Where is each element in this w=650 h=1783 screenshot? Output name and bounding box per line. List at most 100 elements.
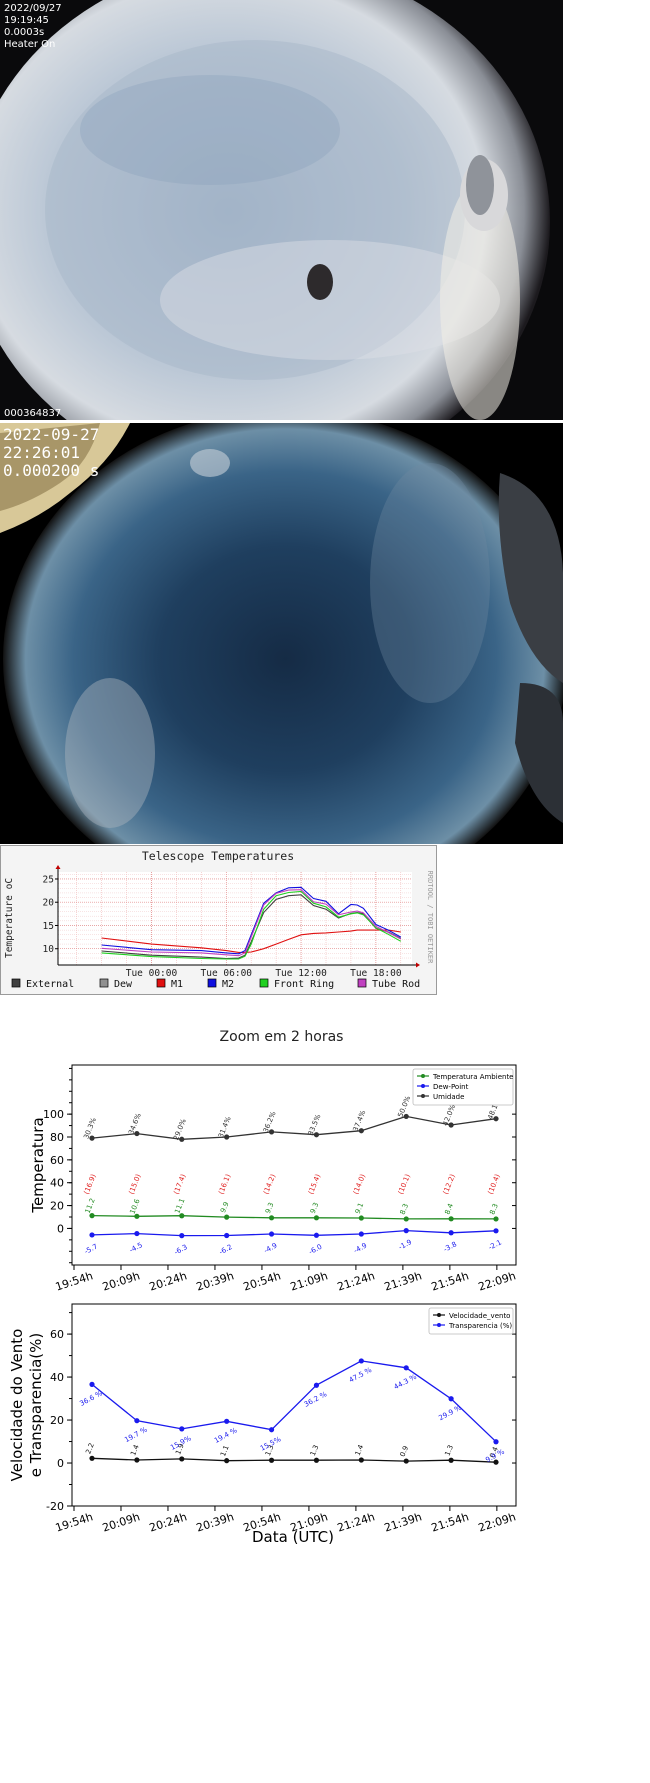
wind-panel-frame [71, 1303, 517, 1507]
y-tick-label: 60 [50, 1154, 64, 1167]
data-point-dew-point [358, 1231, 364, 1237]
camera2-exposure: 0.000200 s [3, 461, 100, 480]
legend-label: External [26, 979, 74, 990]
legend: External Dew M1 M2 Front Ring Tube Rod [11, 978, 420, 990]
data-label-velocidade-vento: 1.3 [264, 1444, 276, 1457]
y-tick-label: 20 [50, 1200, 64, 1213]
chart-title: Telescope Temperatures [142, 849, 294, 863]
x-axis-label: Data (UTC) [252, 1528, 334, 1546]
legend-item-dew: Dew [99, 978, 133, 990]
data-label-velocidade-vento: 2.2 [84, 1442, 96, 1455]
camera1-time: 19:19:45 [4, 15, 49, 26]
data-point-umidade [89, 1135, 95, 1141]
legend-swatch [357, 978, 367, 988]
x-tick-label: 20:39h [195, 1269, 236, 1293]
x-tick-label: Tue 18:00 [350, 968, 402, 979]
data-point-temperatura-ambiente [358, 1215, 364, 1221]
series-lines [101, 886, 402, 960]
x-tick-label: 20:09h [101, 1510, 142, 1534]
data-point-temperatura-ambiente [179, 1213, 185, 1219]
data-label-temperatura-ambiente: 8.4 [443, 1202, 455, 1216]
legend-label: Front Ring [274, 979, 334, 990]
legend-label: Dew-Point [433, 1083, 469, 1091]
legend-marker [421, 1074, 425, 1078]
legend-label: Transparencia (%) [448, 1322, 512, 1330]
zoom-title: Zoom em 2 horas [219, 1029, 344, 1045]
temperature-panel: 0 20 40 60 80 100 19:54h 20:09h 20:24h 20:39h 20:5… [29, 1064, 518, 1294]
all-sky-camera-image-2: 2022-09-27 22:26:01 0.000200 s [0, 423, 563, 844]
plot-area [58, 872, 412, 965]
legend-label: Dew [114, 979, 133, 990]
data-label-velocidade-vento: 1.4 [354, 1443, 366, 1457]
x-tick-label: 19:54h [54, 1510, 95, 1534]
x-tick-label: 20:54h [242, 1269, 283, 1293]
x-tick-label: Tue 06:00 [201, 968, 253, 979]
data-point-velocidade-vento [403, 1458, 409, 1464]
series-line-temperatura-ambiente [91, 1214, 497, 1220]
series-line-m1 [101, 929, 401, 953]
legend-item-m2: M2 [207, 978, 234, 990]
wind-y-label-line1: Velocidade do Vento [8, 1329, 26, 1482]
data-point-temperatura-ambiente [403, 1216, 409, 1222]
sky-image-2 [0, 423, 563, 844]
legend-label: Velocidade_vento [449, 1312, 510, 1320]
data-point-transparencia [224, 1418, 230, 1424]
legend-marker [437, 1313, 441, 1317]
y-axis-label: Temperature oC [4, 878, 15, 958]
series-line-front-ring [101, 890, 402, 960]
data-label-temperatura-ambiente: 8.3 [399, 1203, 411, 1216]
x-tick-label: 21:24h [336, 1510, 377, 1534]
data-point-dew-point [89, 1232, 95, 1238]
legend-label: M2 [222, 979, 234, 990]
series-line-umidade [91, 1115, 497, 1140]
data-point-dew-point [313, 1232, 320, 1238]
data-point-dew-point [493, 1228, 499, 1234]
series-line-m2 [101, 886, 402, 955]
data-point-umidade [313, 1132, 320, 1138]
x-tick-label: Tue 00:00 [126, 968, 178, 979]
legend-box [412, 1068, 514, 1106]
legend-swatch [156, 978, 166, 988]
legend-label: Temperatura Ambiente [432, 1073, 514, 1081]
grid [58, 872, 412, 965]
data-point-umidade [134, 1130, 140, 1137]
data-point-umidade [179, 1136, 185, 1142]
x-tick-label: 21:24h [336, 1269, 377, 1293]
y-tick-label: 20 [43, 898, 55, 909]
y-tick-label: 60 [50, 1328, 64, 1341]
camera2-time: 22:26:01 [3, 443, 81, 462]
x-tick-label: 22:09h [477, 1510, 518, 1534]
camera1-date: 2022/09/27 [4, 3, 62, 14]
legend-swatch [99, 978, 109, 988]
data-point-umidade [268, 1129, 275, 1135]
y-tick-label: 0 [57, 1222, 64, 1235]
data-point-temperatura-ambiente [224, 1214, 230, 1220]
x-tick-label: 20:09h [101, 1269, 142, 1293]
x-tick-label: 21:39h [383, 1269, 424, 1293]
dust-spot [307, 264, 333, 300]
data-point-umidade [224, 1134, 230, 1140]
x-tick-label: 22:09h [477, 1269, 518, 1293]
data-label-temperatura-ambiente: 9.1 [354, 1202, 366, 1215]
dome-structure-right [498, 473, 563, 683]
x-tick-label: Tue 12:00 [275, 968, 327, 979]
series-line-dew-point [91, 1229, 497, 1237]
legend-item-temperatura-ambiente: Temperatura Ambiente [417, 1073, 514, 1081]
x-tick-label: 21:09h [289, 1269, 330, 1293]
data-label-velocidade-vento: 1.3 [443, 1444, 455, 1457]
data-point-velocidade-vento [448, 1457, 454, 1463]
legend-swatch [259, 978, 269, 988]
legend-label: Umidade [433, 1093, 464, 1101]
data-point-velocidade-vento [224, 1458, 230, 1464]
x-axis-arrow [416, 962, 420, 968]
y-tick-label: 0 [57, 1457, 64, 1470]
data-point-temperatura-ambiente [89, 1213, 95, 1219]
data-label-velocidade-vento: 1.3 [309, 1444, 321, 1457]
data-point-dew-point [268, 1231, 275, 1237]
data-label-temperatura-ambiente: 9.9 [219, 1201, 231, 1214]
data-point-transparencia [358, 1358, 364, 1364]
data-point-velocidade-vento [134, 1457, 140, 1463]
y-tick-label: 20 [50, 1414, 64, 1427]
